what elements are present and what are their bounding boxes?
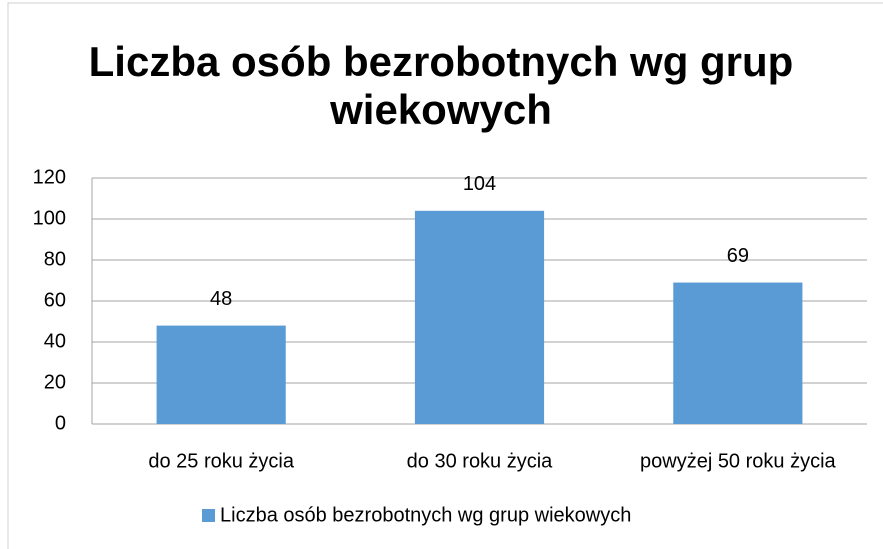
bar [414,210,545,424]
y-tick-label: 20 [44,371,66,393]
chart-border [7,2,883,549]
y-tick-label: 120 [33,166,66,188]
legend-swatch [202,509,215,522]
y-tick-label: 80 [44,248,66,270]
data-label: 69 [727,245,749,267]
y-tick-label: 60 [44,289,66,311]
bar [673,282,803,424]
chart-title: Liczba osób bezrobotnych wg grup wiekowy… [88,38,794,133]
y-tick-label: 0 [55,412,66,434]
data-label: 48 [210,288,232,310]
x-tick-label: do 25 roku życia [148,450,295,472]
y-tick-label: 100 [33,207,66,229]
x-tick-label: powyżej 50 roku życia [640,450,837,472]
x-tick-label: do 30 roku życia [407,450,554,472]
bar [156,325,286,424]
y-tick-label: 40 [44,330,66,352]
legend-label: Liczba osób bezrobotnych wg grup wiekowy… [220,504,631,526]
data-label: 104 [463,173,496,195]
